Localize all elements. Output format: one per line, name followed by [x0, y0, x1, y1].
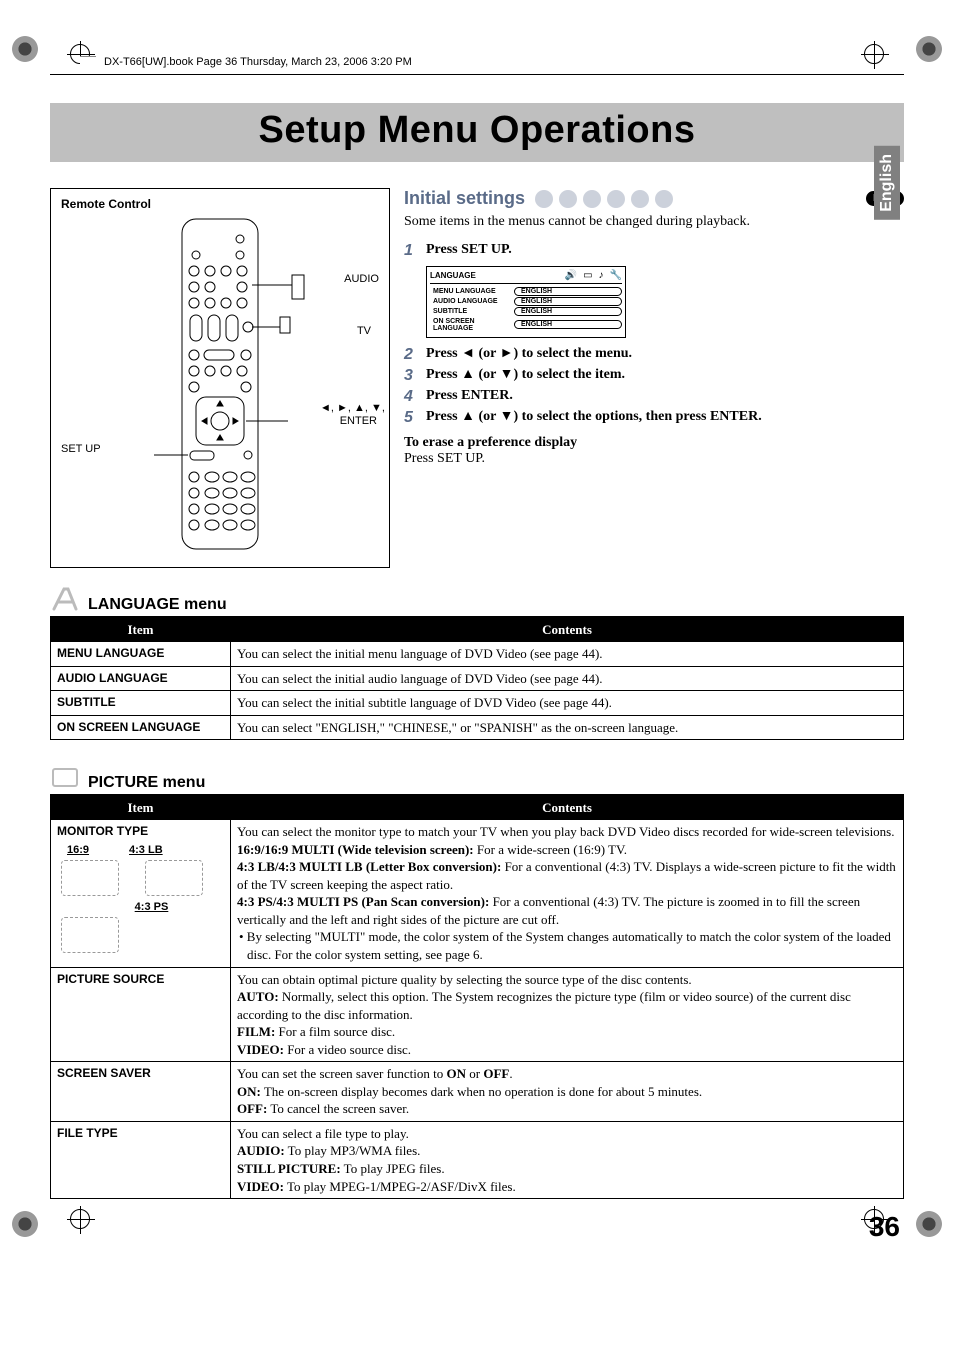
picture-menu-section: PICTURE menu Item Contents MONITOR TYPE … — [50, 764, 904, 1199]
tv-icon: ▭ — [583, 270, 592, 281]
erase-block: To erase a preference display Press SET … — [404, 435, 904, 467]
step-3: 3 Press ▲ (or ▼) to select the item. — [404, 367, 904, 385]
step-list: 1 Press SET UP. — [404, 242, 904, 260]
page: DX-T66[UW].book Page 36 Thursday, March … — [0, 0, 954, 1273]
step-2: 2 Press ◄ (or ►) to select the menu. — [404, 346, 904, 364]
speaker-icon: 🔊 — [565, 270, 577, 281]
initial-settings-heading: Initial settings — [404, 188, 529, 209]
th-contents: Contents — [231, 797, 904, 820]
osd-row: AUDIO LANGUAGEENGLISH — [430, 297, 622, 306]
step-5: 5 Press ▲ (or ▼) to select the options, … — [404, 409, 904, 427]
language-icon — [50, 586, 80, 614]
table-row: ON SCREEN LANGUAGEYou can select "ENGLIS… — [51, 715, 904, 740]
main-title: Setup Menu Operations — [50, 109, 904, 152]
picture-icon — [50, 764, 80, 792]
label-enter: ENTER — [340, 415, 377, 427]
initial-intro: Some items in the menus cannot be change… — [404, 213, 904, 232]
book-header: DX-T66[UW].book Page 36 Thursday, March … — [50, 40, 904, 75]
table-row: MENU LANGUAGEYou can select the initial … — [51, 642, 904, 667]
osd-row: SUBTITLEENGLISH — [430, 307, 622, 316]
remote-illustration — [120, 215, 320, 555]
osd-head-icons: 🔊 ▭ ♪ 🔧 — [565, 270, 622, 281]
table-row: SCREEN SAVER You can set the screen save… — [51, 1062, 904, 1122]
initial-settings-heading-row: Initial settings INFO — [404, 188, 904, 209]
label-setup: SET UP — [61, 443, 101, 455]
note-icon: ♪ — [599, 270, 604, 281]
label-arrows: ◄, ►, ▲, ▼, — [320, 402, 385, 414]
step-1: 1 Press SET UP. — [404, 242, 904, 260]
language-table: Item Contents MENU LANGUAGEYou can selec… — [50, 618, 904, 740]
language-menu-title: LANGUAGE menu — [88, 596, 227, 614]
page-number: 36 — [50, 1211, 904, 1243]
wrench-icon: 🔧 — [610, 270, 622, 281]
table-row: AUDIO LANGUAGEYou can select the initial… — [51, 666, 904, 691]
table-row: MONITOR TYPE 16:9 4:3 LB 4:3 PS You can … — [51, 820, 904, 967]
table-row: PICTURE SOURCE You can obtain optimal pi… — [51, 967, 904, 1062]
title-bar: Setup Menu Operations — [50, 103, 904, 162]
remote-control-panel: Remote Control — [50, 188, 390, 568]
table-row: FILE TYPE You can select a file type to … — [51, 1121, 904, 1198]
erase-title: To erase a preference display — [404, 435, 904, 451]
heading-dots — [535, 190, 860, 208]
osd-row: ON SCREEN LANGUAGEENGLISH — [430, 317, 622, 333]
language-tab: English — [874, 146, 900, 220]
remote-title: Remote Control — [61, 197, 379, 211]
step-4: 4 Press ENTER. — [404, 388, 904, 406]
step-list-cont: 2 Press ◄ (or ►) to select the menu. 3 P… — [404, 346, 904, 427]
th-item: Item — [51, 619, 231, 642]
picture-menu-title: PICTURE menu — [88, 774, 205, 792]
osd-preview: LANGUAGE 🔊 ▭ ♪ 🔧 MENU LANGUAGEENGLISH AU… — [426, 266, 626, 338]
label-audio: AUDIO — [344, 273, 379, 285]
osd-title: LANGUAGE — [430, 271, 476, 280]
header-note: DX-T66[UW].book Page 36 Thursday, March … — [104, 56, 412, 68]
picture-table: Item Contents MONITOR TYPE 16:9 4:3 LB 4… — [50, 796, 904, 1199]
language-menu-section: LANGUAGE menu Item Contents MENU LANGUAG… — [50, 586, 904, 740]
label-tv: TV — [357, 325, 371, 337]
osd-row: MENU LANGUAGEENGLISH — [430, 287, 622, 296]
th-contents: Contents — [231, 619, 904, 642]
th-item: Item — [51, 797, 231, 820]
table-row: SUBTITLEYou can select the initial subti… — [51, 691, 904, 716]
erase-body: Press SET UP. — [404, 451, 904, 467]
